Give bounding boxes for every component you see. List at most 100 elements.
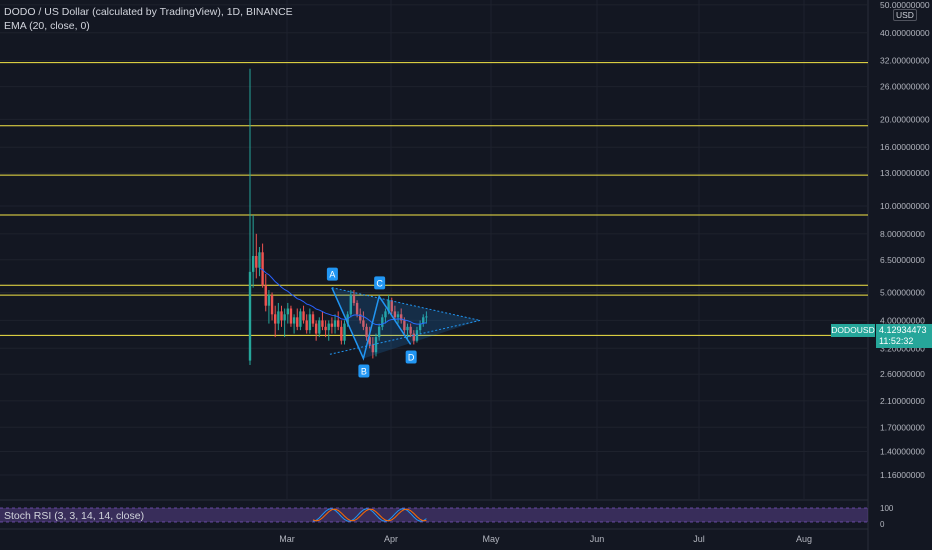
price-tick: 16.00000000 — [880, 142, 930, 152]
pattern-label: B — [361, 366, 367, 376]
candle-body — [283, 314, 286, 321]
candle-body — [340, 326, 343, 341]
candle-body — [377, 326, 381, 338]
candle-body — [337, 320, 340, 327]
candle-body — [400, 314, 403, 321]
candle-body — [390, 300, 393, 312]
ema-path — [259, 267, 427, 326]
price-tick: 1.70000000 — [880, 422, 925, 432]
horizontal-levels — [0, 62, 868, 336]
candle-body — [255, 255, 258, 268]
candle-body — [359, 314, 362, 321]
price-axis[interactable]: 50.00000000 40.00000000 32.00000000 26.0000… — [880, 0, 930, 480]
candle-body — [321, 320, 324, 327]
time-tick: May — [482, 534, 500, 544]
abcd-path — [331, 287, 412, 361]
candle-body — [422, 317, 425, 324]
candle-body — [286, 308, 289, 315]
candle-body — [277, 311, 280, 324]
rsi-scale-0: 0 — [880, 520, 885, 529]
price-tick: 4.00000000 — [880, 315, 925, 325]
candle-body — [355, 302, 359, 315]
legend-indicator[interactable]: EMA (20, close, 0) — [4, 20, 90, 32]
triangle-lower — [329, 319, 481, 355]
candle-body — [409, 326, 412, 334]
time-tick: Jul — [693, 534, 705, 544]
ema-line — [259, 267, 427, 326]
pattern-label-box — [405, 350, 417, 364]
candle-body — [292, 317, 296, 324]
candle-body — [352, 295, 356, 303]
candle-body — [368, 337, 371, 345]
pattern-label: A — [329, 270, 335, 280]
candle-body — [251, 255, 255, 272]
candle-body — [280, 311, 283, 321]
price-tick: 1.40000000 — [880, 447, 925, 457]
candle-body — [305, 320, 308, 331]
price-badge: 4.12934473 11:52:32 — [876, 324, 932, 348]
legend-title[interactable]: DODO / US Dollar (calculated by TradingV… — [4, 6, 293, 18]
candle-body — [318, 320, 321, 334]
price-tick: 32.00000000 — [880, 56, 930, 66]
candle-body — [327, 323, 330, 331]
candle-body — [264, 285, 267, 306]
triangle-fill — [331, 287, 480, 359]
time-tick: Mar — [279, 534, 295, 544]
price-tick: 5.00000000 — [880, 288, 925, 298]
currency-label[interactable]: USD — [893, 9, 917, 21]
candle-body — [261, 252, 264, 286]
candle-body — [384, 311, 387, 318]
price-tick: 10.00000000 — [880, 201, 930, 211]
candle-body — [396, 314, 400, 318]
candle-body — [425, 316, 428, 318]
triangle-pattern: A B C D — [326, 267, 481, 378]
price-tick: 2.10000000 — [880, 396, 925, 406]
price-tick: 2.60000000 — [880, 369, 925, 379]
price-tick: 40.00000000 — [880, 28, 930, 38]
candle-body — [289, 308, 293, 324]
price-tick: 13.00000000 — [880, 168, 930, 178]
time-tick: Jun — [590, 534, 605, 544]
pattern-label: C — [376, 278, 383, 288]
candle-body — [296, 317, 299, 327]
price-tick: 20.00000000 — [880, 114, 930, 124]
rsi-band — [0, 508, 868, 522]
candle-body — [330, 323, 334, 327]
candle-body — [406, 326, 409, 331]
rsi-scale-100: 100 — [880, 504, 894, 513]
symbol-badge: DODOUSD — [831, 324, 875, 337]
candle-body — [343, 323, 346, 341]
rsi-d-line — [312, 508, 427, 522]
candle-body — [302, 311, 305, 321]
candle-body — [381, 317, 384, 327]
price-tick: 8.00000000 — [880, 229, 925, 239]
pattern-label-box — [358, 364, 370, 378]
price-tick: 1.16000000 — [880, 470, 925, 480]
triangle-upper — [331, 287, 481, 321]
time-axis[interactable]: Mar Apr May Jun Jul Aug — [279, 534, 812, 544]
candle-body — [267, 295, 271, 306]
candle-body — [393, 311, 397, 318]
candle-body — [270, 295, 274, 315]
candle-body — [258, 252, 261, 268]
stoch-rsi-pane: 100 0 — [0, 504, 894, 529]
bar-countdown: 11:52:32 — [879, 336, 914, 346]
candle-body — [412, 333, 415, 341]
candle-body — [362, 320, 365, 327]
candle-body — [418, 323, 422, 331]
price-tick: 6.50000000 — [880, 255, 925, 265]
pattern-label: D — [408, 352, 415, 362]
candle-body — [248, 271, 252, 361]
candles — [248, 68, 428, 365]
last-price: 4.12934473 — [879, 325, 927, 335]
candle-body — [308, 314, 312, 331]
pattern-label-box — [374, 276, 386, 290]
candle-body — [387, 300, 390, 312]
candle-body — [365, 326, 368, 338]
candle-body — [274, 314, 277, 324]
candle-body — [374, 337, 378, 353]
rsi-legend[interactable]: Stoch RSI (3, 3, 14, 14, close) — [4, 510, 145, 522]
candle-body — [415, 330, 419, 341]
candle-body — [333, 320, 337, 327]
